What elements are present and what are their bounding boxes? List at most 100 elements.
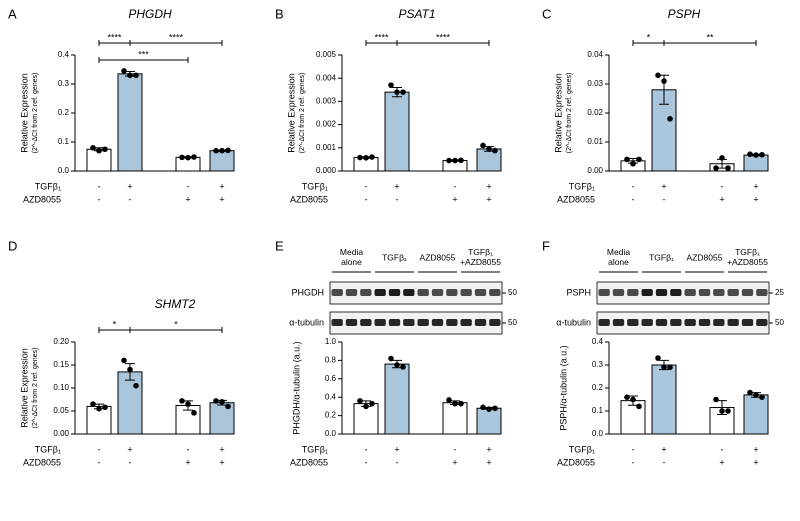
condition-sign: +	[219, 444, 224, 454]
data-point	[446, 157, 452, 164]
blot-band	[598, 289, 610, 296]
significance-bracket	[663, 40, 757, 46]
data-point	[102, 146, 108, 153]
condition-sign: -	[98, 181, 101, 191]
data-point	[363, 403, 369, 410]
blot-band	[345, 289, 358, 296]
condition-label: AZD8055	[23, 457, 61, 467]
data-point	[185, 401, 191, 407]
significance-label: ****	[374, 32, 389, 42]
bar	[117, 73, 143, 172]
condition-sign: +	[127, 181, 132, 191]
blot-band	[474, 319, 487, 326]
chart-title: PHGDH	[128, 7, 172, 21]
condition-sign: -	[454, 181, 457, 191]
blot-band	[388, 319, 401, 326]
condition-sign: +	[486, 194, 491, 204]
data-point	[400, 364, 406, 370]
condition-sign: +	[719, 194, 724, 204]
kda-label: 50	[508, 288, 517, 297]
y-tick-label: 0.1	[592, 406, 604, 415]
blot-band	[388, 289, 401, 296]
y-tick-label: 0.000	[316, 166, 337, 175]
y-tick-label: 0.00	[587, 166, 603, 175]
data-point	[655, 355, 661, 361]
y-tick-label: 0.3	[58, 79, 70, 88]
significance-label: ****	[169, 32, 184, 42]
blot-group-label-line: TGFβ₁	[468, 247, 493, 257]
y-tick-label: 0.1	[58, 137, 70, 146]
data-point	[458, 157, 464, 164]
y-axis-sublabel: (2^-ΔCt from 2 ref. genes)	[32, 348, 39, 429]
blot-band	[446, 319, 458, 326]
condition-sign: -	[129, 457, 132, 467]
data-point	[753, 152, 759, 158]
bar	[476, 407, 502, 435]
data-point	[219, 399, 225, 405]
significance-label: **	[706, 32, 714, 42]
data-point	[400, 89, 406, 95]
condition-label: TGFβ₁	[302, 444, 328, 454]
condition-sign: -	[98, 444, 101, 454]
y-tick-label: 0.4	[58, 50, 70, 59]
bar	[743, 394, 769, 435]
data-point	[747, 389, 753, 396]
condition-sign: -	[396, 194, 399, 204]
condition-sign: +	[452, 457, 457, 467]
data-point	[636, 403, 642, 410]
blot-band	[627, 319, 639, 326]
y-tick-label: 0.10	[53, 383, 69, 392]
data-point	[725, 408, 731, 414]
condition-sign: -	[98, 457, 101, 467]
blot-band	[417, 289, 429, 296]
blot-band	[741, 289, 754, 296]
data-point	[492, 405, 498, 412]
y-tick-label: 0.2	[325, 411, 337, 420]
condition-label: AZD8055	[290, 457, 328, 467]
condition-sign: -	[663, 457, 666, 467]
condition-sign: -	[365, 444, 368, 454]
panel-letter: E	[275, 238, 284, 253]
condition-label: TGFβ₁	[35, 181, 61, 191]
y-tick-label: 0.0	[592, 429, 604, 438]
condition-label: AZD8055	[23, 194, 61, 204]
condition-sign: -	[663, 194, 666, 204]
data-point	[624, 394, 630, 401]
condition-sign: -	[721, 181, 724, 191]
blot-group-label: TGFβ₁	[382, 252, 407, 262]
blot-band	[641, 289, 653, 296]
condition-sign: -	[632, 194, 635, 204]
panel-letter: B	[275, 6, 284, 21]
blot-band	[684, 319, 696, 326]
condition-label: AZD8055	[557, 194, 595, 204]
blot-group-label-line: +AZD8055	[460, 257, 501, 267]
condition-sign: -	[365, 194, 368, 204]
blot-band	[641, 319, 653, 326]
y-tick-label: 0.00	[53, 429, 69, 438]
y-tick-label: 0.2	[592, 383, 604, 392]
data-point	[121, 68, 127, 74]
condition-sign: +	[185, 194, 190, 204]
y-tick-label: 0.04	[587, 50, 603, 59]
condition-sign: +	[486, 457, 491, 467]
significance-label: ****	[107, 32, 122, 42]
panel-letter: F	[542, 238, 550, 253]
condition-sign: +	[753, 194, 758, 204]
data-point	[369, 400, 375, 407]
condition-label: TGFβ₁	[569, 181, 595, 191]
y-axis-label: Relative Expression	[553, 73, 563, 153]
y-tick-label: 0.001	[316, 143, 337, 152]
condition-sign: +	[661, 181, 666, 191]
blot-group-label-line: Media	[607, 247, 630, 257]
chart-title: PSAT1	[398, 7, 435, 21]
data-point	[458, 400, 464, 407]
blot-band	[403, 289, 415, 296]
bar	[442, 402, 468, 435]
condition-sign: -	[454, 444, 457, 454]
data-point	[179, 154, 185, 161]
significance-label: *	[647, 32, 651, 42]
blot-group-label: AZD8055	[420, 252, 456, 262]
data-point	[357, 398, 363, 404]
data-point	[213, 398, 219, 404]
